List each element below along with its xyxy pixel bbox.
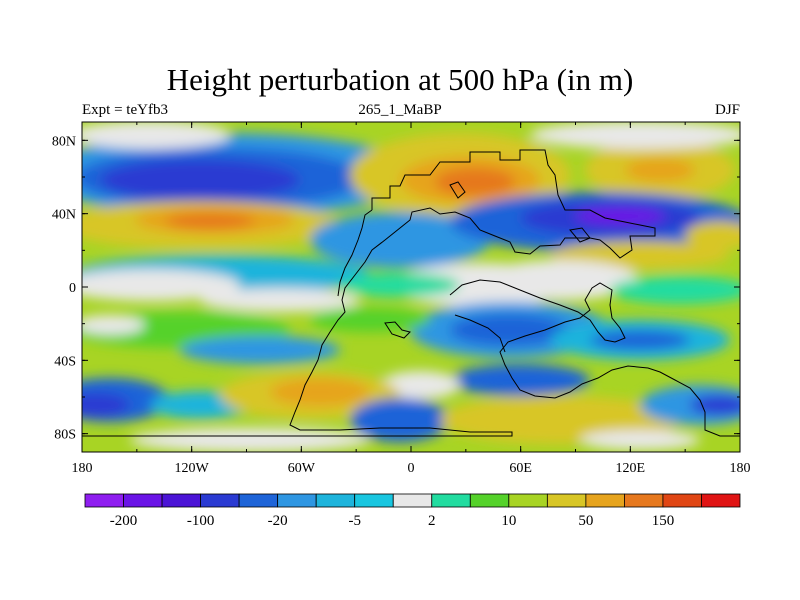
colorbar-swatch <box>354 493 394 508</box>
colorbar-label: 10 <box>501 513 516 529</box>
continent-outline <box>82 149 740 437</box>
lon-tick-label: 180 <box>730 461 751 476</box>
colorbar-label: -20 <box>268 513 288 529</box>
colorbar-swatch <box>200 493 240 508</box>
lon-tick-label: 0 <box>408 461 415 476</box>
colorbar-swatch <box>123 493 163 508</box>
lat-tick-label: 80N <box>52 134 76 149</box>
period-label: 265_1_MaBP <box>358 102 442 118</box>
colorbar-label: -5 <box>348 513 361 529</box>
lat-tick-label: 40N <box>52 208 76 223</box>
colorbar-swatch <box>624 493 664 508</box>
colorbar-swatch <box>431 493 471 508</box>
lat-tick-label: 0 <box>69 281 76 296</box>
colorbar-swatch <box>392 493 433 508</box>
lon-tick-label: 120E <box>616 461 646 476</box>
colorbar-swatch <box>277 493 317 508</box>
colorbar-label: 2 <box>428 513 436 529</box>
colorbar-swatch <box>662 493 702 508</box>
experiment-label: Expt = teYfb3 <box>82 102 168 118</box>
colorbar-swatch <box>585 493 625 508</box>
latitude-axis: 80N 40N 0 40S 80S <box>52 134 740 443</box>
lon-tick-label: 60W <box>288 461 316 476</box>
colorbar-swatch <box>508 493 548 508</box>
colorbar-label: 150 <box>652 513 675 529</box>
longitude-axis: 180 120W 60W 0 60E 120E 180 <box>72 122 751 476</box>
colorbar-swatch <box>84 493 124 508</box>
lat-tick-label: 40S <box>54 354 76 369</box>
colorbar-swatch <box>469 493 510 508</box>
colorbar-label: -100 <box>187 513 215 529</box>
lon-tick-label: 180 <box>72 461 93 476</box>
colorbar-swatch <box>546 493 587 508</box>
lon-tick-label: 120W <box>175 461 210 476</box>
contour-field <box>82 122 740 452</box>
colorbar-swatch <box>238 493 279 508</box>
colorbar-swatch <box>161 493 201 508</box>
colorbar-swatch <box>315 493 356 508</box>
colorbar: -200 -100 -20 -5 2 10 50 150 <box>84 493 741 529</box>
colorbar-label: 50 <box>578 513 593 529</box>
colorbar-label: -200 <box>110 513 138 529</box>
colorbar-swatch <box>701 493 741 508</box>
lon-tick-label: 60E <box>509 461 532 476</box>
plot-title: Height perturbation at 500 hPa (in m) <box>166 62 634 97</box>
season-label: DJF <box>714 102 740 118</box>
lat-tick-label: 80S <box>54 428 76 443</box>
